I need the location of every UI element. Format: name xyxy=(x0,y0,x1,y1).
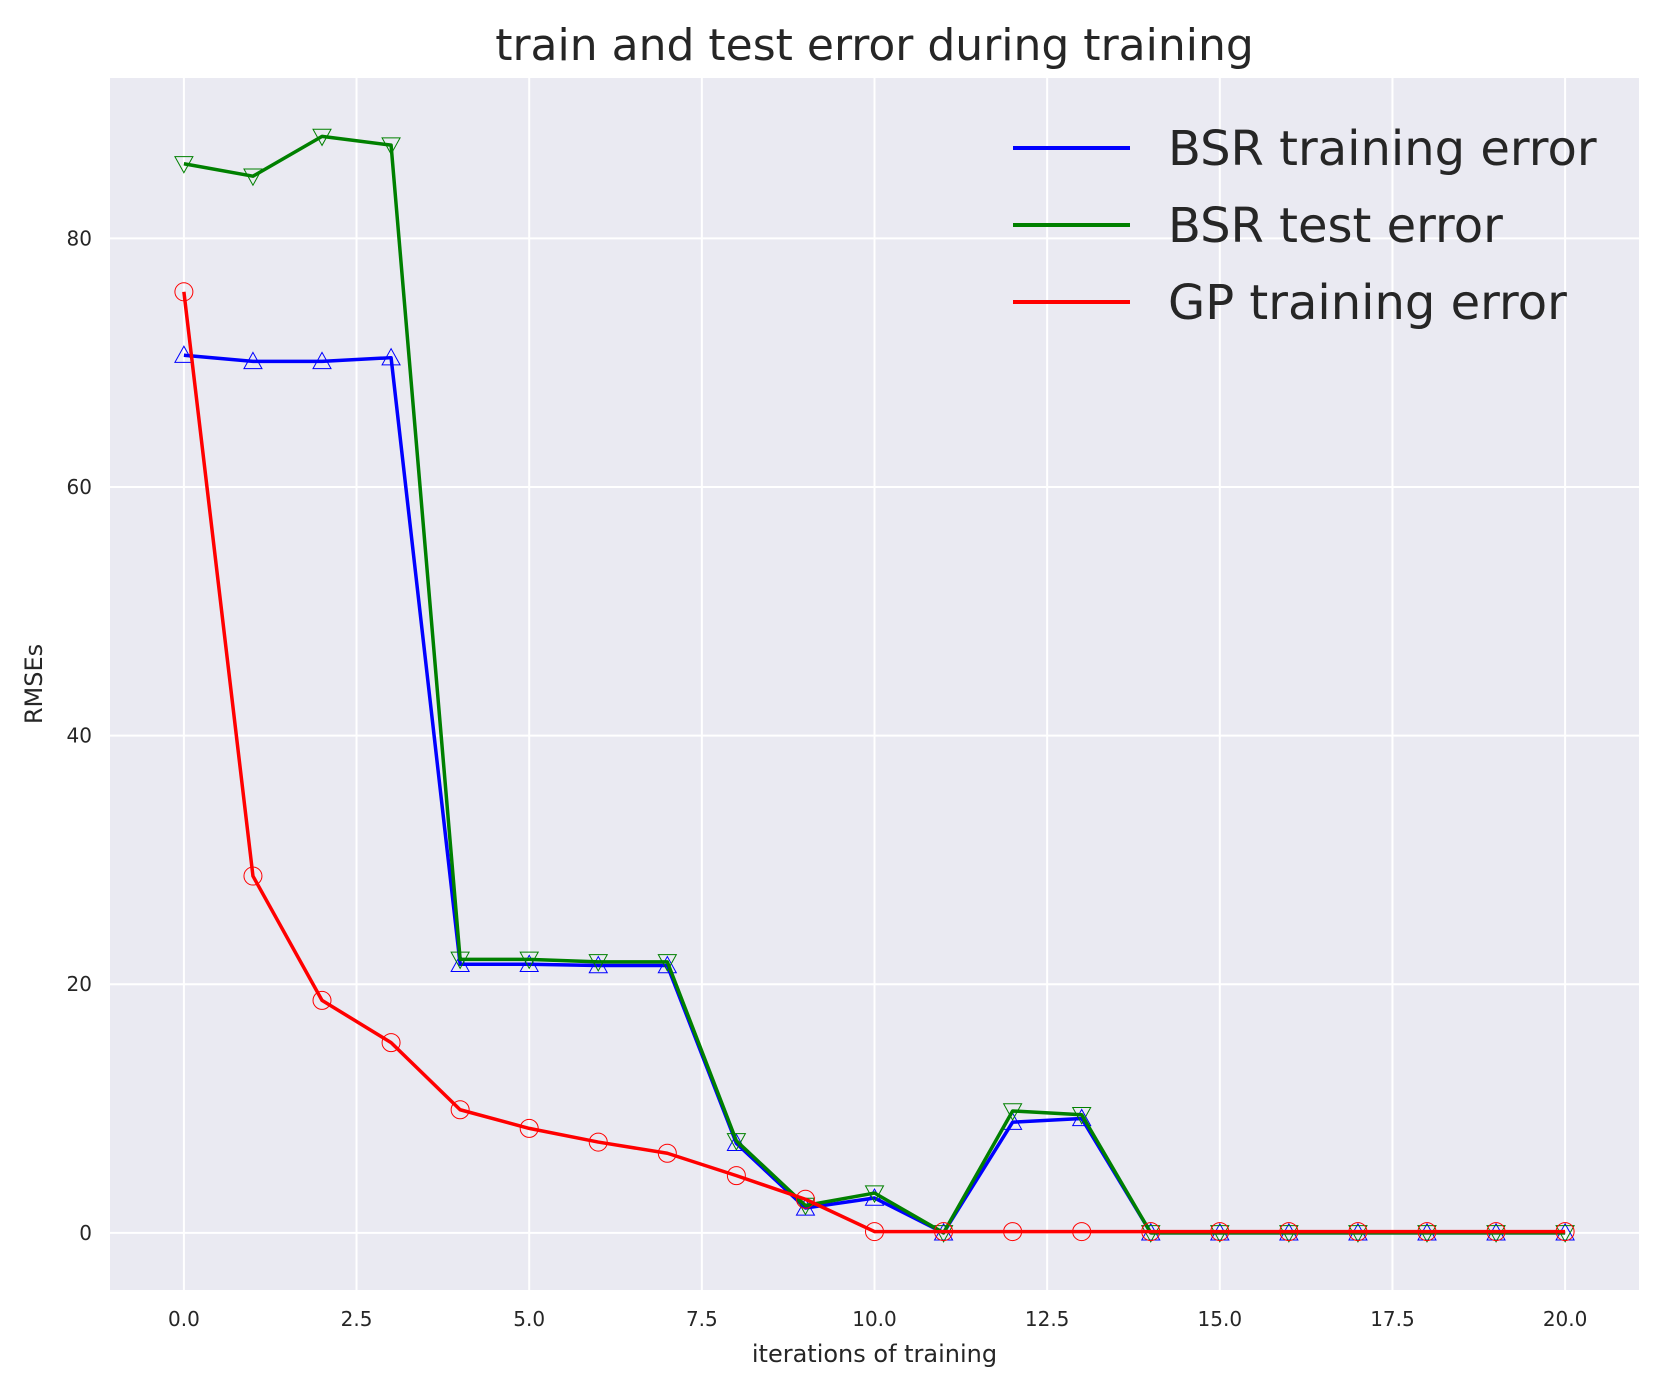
y-tick-label: 40 xyxy=(67,724,92,748)
x-tick-label: 12.5 xyxy=(1025,1307,1070,1331)
data-point-circle xyxy=(588,1132,608,1152)
x-tick-label: 0.0 xyxy=(168,1307,200,1331)
data-point-circle xyxy=(1417,1222,1437,1242)
data-point-triangle-down xyxy=(1071,1107,1092,1125)
data-point-triangle-down xyxy=(381,137,401,156)
series-gp-training-error xyxy=(174,282,1575,1242)
x-tick-label: 10.0 xyxy=(852,1307,897,1331)
data-point-triangle-up xyxy=(381,347,401,366)
data-point-triangle-down xyxy=(312,128,332,147)
series-line xyxy=(182,291,1566,1234)
data-point-triangle-down xyxy=(1555,1225,1575,1243)
legend-item: GP training error xyxy=(1013,275,1567,331)
x-tick-label: 15.0 xyxy=(1198,1307,1243,1331)
x-tick-label: 2.5 xyxy=(341,1307,373,1331)
data-point-triangle-down xyxy=(519,951,540,970)
data-point-triangle-down xyxy=(1209,1225,1230,1243)
data-point-triangle-up xyxy=(450,954,470,973)
data-point-circle xyxy=(1003,1222,1023,1242)
data-point-triangle-up xyxy=(174,345,194,363)
series-group xyxy=(174,128,1575,1243)
data-point-triangle-down xyxy=(174,156,194,174)
legend: BSR training error BSR test error GP train… xyxy=(1013,121,1597,331)
data-point-triangle-up xyxy=(657,955,678,974)
data-point-circle xyxy=(381,1033,401,1053)
y-tick-label: 20 xyxy=(67,972,92,996)
data-point-circle xyxy=(795,1189,815,1209)
data-point-circle xyxy=(450,1100,470,1120)
data-point-triangle-down xyxy=(864,1185,885,1204)
data-point-triangle-down xyxy=(450,951,470,970)
data-point-triangle-down xyxy=(588,954,609,972)
data-point-circle xyxy=(1555,1222,1575,1242)
data-point-triangle-down xyxy=(726,1133,747,1151)
data-point-triangle-down xyxy=(933,1225,954,1243)
legend-label: BSR training error xyxy=(1168,121,1597,177)
data-point-circle xyxy=(243,866,263,886)
data-point-triangle-up xyxy=(312,351,332,370)
data-point-circle xyxy=(1348,1222,1368,1242)
x-tick-label: 17.5 xyxy=(1370,1307,1415,1331)
data-point-circle xyxy=(865,1222,884,1242)
data-point-triangle-up xyxy=(1071,1108,1092,1127)
data-point-circle xyxy=(657,1143,677,1163)
data-point-circle xyxy=(312,990,332,1010)
data-point-circle xyxy=(519,1118,539,1138)
data-point-triangle-up xyxy=(243,351,263,370)
data-point-triangle-down xyxy=(1348,1225,1368,1243)
data-point-triangle-down xyxy=(1486,1225,1506,1243)
data-point-circle xyxy=(934,1222,954,1242)
data-point-circle xyxy=(726,1166,746,1186)
data-point-circle xyxy=(1141,1222,1161,1242)
y-tick-label: 60 xyxy=(67,475,92,499)
x-tick-label: 5.0 xyxy=(513,1307,545,1331)
data-point-triangle-down xyxy=(1417,1225,1437,1243)
data-point-triangle-down xyxy=(243,168,263,187)
data-point-circle xyxy=(1210,1222,1230,1242)
y-tick-label: 0 xyxy=(79,1221,92,1245)
data-point-circle xyxy=(1072,1222,1092,1242)
data-point-triangle-up xyxy=(519,954,540,973)
y-tick-label: 80 xyxy=(67,226,92,250)
x-tick-label: 20.0 xyxy=(1543,1307,1588,1331)
data-point-triangle-down xyxy=(1002,1103,1023,1122)
y-axis-label: RMSEs xyxy=(20,644,48,724)
data-point-circle xyxy=(1486,1222,1506,1242)
legend-label: BSR test error xyxy=(1168,198,1503,254)
x-axis-label: iterations of training xyxy=(752,1340,997,1368)
data-point-triangle-down xyxy=(1140,1225,1161,1243)
data-point-circle xyxy=(1279,1222,1299,1242)
chart-title: train and test error during training xyxy=(495,20,1254,71)
data-point-triangle-down xyxy=(657,954,678,972)
data-point-triangle-up xyxy=(588,955,609,974)
legend-label: GP training error xyxy=(1168,275,1567,331)
tick-labels: 0.0 2.5 5.0 7.5 10.0 12.5 15.0 17.5 20.0 0 20 40 60 8… xyxy=(67,226,1588,1331)
data-point-triangle-down xyxy=(1279,1225,1299,1243)
x-tick-label: 7.5 xyxy=(686,1307,718,1331)
legend-item: BSR training error xyxy=(1013,121,1597,177)
data-point-circle xyxy=(174,282,194,302)
legend-item: BSR test error xyxy=(1013,198,1503,254)
